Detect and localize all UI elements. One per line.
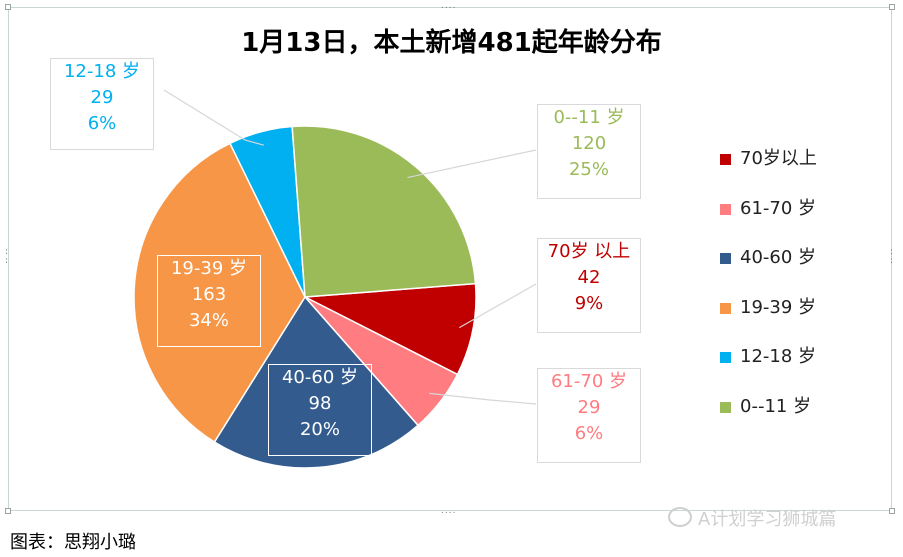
chart-title: 1月13日，本土新增481起年龄分布 xyxy=(241,28,662,58)
data-label-percent: 6% xyxy=(87,113,117,134)
data-label-percent: 25% xyxy=(568,159,609,180)
data-label-value: 42 xyxy=(577,267,601,288)
legend-swatch xyxy=(720,302,731,314)
data-label-category: 0--11 岁 xyxy=(553,107,625,128)
legend-label: 0--11 岁 xyxy=(740,395,812,417)
data-label-value: 120 xyxy=(571,133,607,154)
legend-label: 19-39 岁 xyxy=(740,296,817,318)
legend-swatch xyxy=(720,154,731,165)
wechat-icon xyxy=(668,507,692,527)
resize-handle-top-right[interactable] xyxy=(889,4,895,10)
legend-label: 40-60 岁 xyxy=(740,247,817,268)
data-label-value: 29 xyxy=(90,87,114,108)
data-label-value: 29 xyxy=(577,397,601,418)
legend-label: 61-70 岁 xyxy=(740,197,817,219)
leader-line-0 xyxy=(407,149,537,179)
resize-handle-bottom-left[interactable] xyxy=(5,508,11,514)
pie-slice-40[interactable] xyxy=(213,295,420,469)
data-label-40-60[interactable]: 40-60 岁 98 20% xyxy=(268,364,372,456)
resize-handle-bottom[interactable]: .... xyxy=(441,506,457,516)
data-label-61-70[interactable]: 61-70 岁 29 6% xyxy=(537,368,641,463)
data-label-value: 163 xyxy=(191,284,227,305)
resize-handle-right[interactable]: :: xyxy=(890,247,895,266)
resize-handle-top[interactable]: .... xyxy=(441,1,457,11)
data-label-percent: 6% xyxy=(574,423,604,444)
leader-line-61 xyxy=(429,392,537,405)
pie-slice-0[interactable] xyxy=(291,125,477,298)
legend-swatch xyxy=(720,401,731,413)
resize-handle-top-left[interactable] xyxy=(5,4,11,10)
resize-handle-bottom-right[interactable] xyxy=(889,508,895,514)
legend-label: 70岁以上 xyxy=(740,148,817,169)
pie-slice-19[interactable] xyxy=(133,142,306,444)
legend-label: 12-18 岁 xyxy=(740,346,817,367)
data-label-value: 98 xyxy=(308,393,332,414)
resize-handle-left[interactable]: :: xyxy=(5,247,10,266)
data-label-percent: 20% xyxy=(299,419,340,440)
leader-line-70 xyxy=(459,283,537,329)
data-label-percent: 34% xyxy=(188,310,229,331)
watermark-text: A计划学习狮城篇 xyxy=(698,509,837,530)
data-label-category: 70岁 以上 xyxy=(547,241,631,262)
data-label-category: 19-39 岁 xyxy=(170,258,248,279)
legend-swatch xyxy=(720,352,731,363)
data-label-0-11[interactable]: 0--11 岁 120 25% xyxy=(537,104,641,199)
data-label-category: 40-60 岁 xyxy=(281,367,359,388)
data-label-19-39[interactable]: 19-39 岁 163 34% xyxy=(157,255,261,347)
watermark: A计划学习狮城篇 xyxy=(668,505,836,531)
figure-caption: 图表：思翔小璐 xyxy=(10,532,136,553)
pie-slice-70[interactable] xyxy=(302,282,477,376)
leader-line-12 xyxy=(163,89,265,146)
legend-swatch xyxy=(720,253,731,264)
data-label-category: 61-70 岁 xyxy=(550,371,628,392)
data-label-percent: 9% xyxy=(574,293,604,314)
data-label-70-plus[interactable]: 70岁 以上 42 9% xyxy=(537,238,641,333)
legend-swatch xyxy=(720,203,731,215)
data-label-12-18[interactable]: 12-18 岁 29 6% xyxy=(50,58,154,150)
data-label-category: 12-18 岁 xyxy=(63,61,141,82)
